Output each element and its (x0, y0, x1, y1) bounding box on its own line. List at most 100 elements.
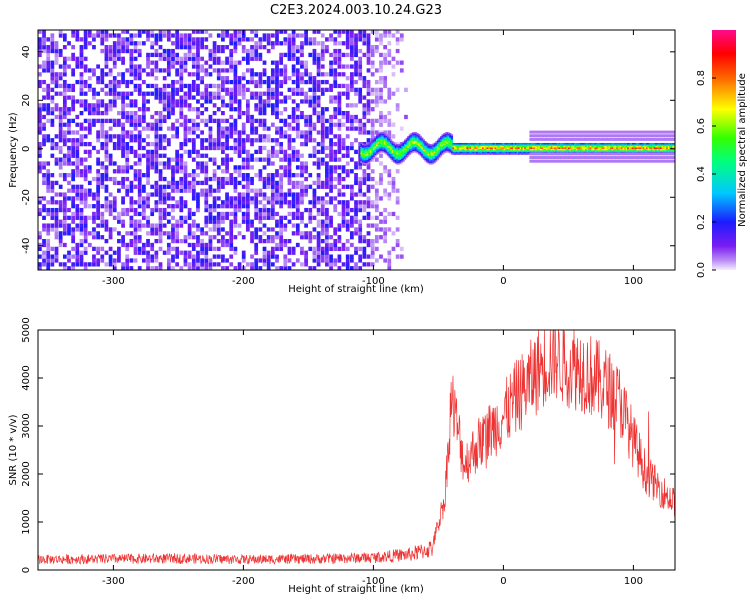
spectrogram-signal-cell (411, 151, 415, 153)
spectrogram-signal-cell (380, 139, 383, 141)
spectrogram-noise-cell (395, 200, 400, 205)
spectrogram-signal-cell (427, 158, 430, 160)
spectrogram-noise-cell (246, 114, 250, 120)
spectrogram-noise-cell (333, 110, 338, 116)
spectrogram-noise-cell (325, 161, 329, 166)
spectrogram-noise-cell (204, 161, 209, 166)
spectrogram-noise-cell (200, 246, 204, 251)
spectrogram-signal-cell (458, 153, 461, 155)
spectrogram-signal-cell (415, 136, 418, 139)
spectrogram-signal-cell (519, 151, 522, 154)
spectrogram-noise-cell (179, 95, 184, 100)
spectrogram-noise-cell (42, 238, 46, 244)
spectrogram-noise-cell (333, 242, 338, 248)
spectrogram-noise-cell (200, 68, 204, 73)
spectrogram-noise-cell (58, 110, 63, 116)
spectrogram-noise-cell (312, 41, 317, 46)
spectrogram-noise-cell (270, 211, 275, 217)
spectrogram-signal-cell (539, 142, 542, 145)
spectrogram-signal-cell (432, 143, 435, 146)
spectrogram-noise-cell (283, 254, 288, 259)
spectrogram-signal-cell (528, 150, 532, 152)
spectrogram-signal-cell (376, 135, 379, 138)
spectrogram-noise-cell (54, 211, 59, 217)
spectrogram-noise-cell (121, 130, 125, 135)
spectrogram-noise-cell (366, 200, 371, 205)
spectrogram-noise-cell (92, 118, 96, 123)
spectrogram-noise-cell (183, 138, 188, 143)
spectrogram-signal-cell (597, 150, 600, 152)
spectrogram-noise-cell (329, 64, 333, 69)
spectrogram-signal-cell (592, 145, 596, 148)
spectrogram-noise-cell (229, 107, 234, 112)
spectrogram-noise-cell (112, 207, 117, 213)
spectrogram-noise-cell (108, 204, 113, 209)
spectrogram-noise-cell (183, 45, 188, 50)
spectrogram-noise-cell (146, 99, 150, 104)
spectrogram-noise-cell (225, 126, 229, 131)
spectrogram-noise-cell (42, 41, 46, 46)
spectrogram-noise-cell (67, 161, 71, 166)
spectrogram-noise-cell (237, 173, 242, 178)
spectrogram-noise-cell (158, 142, 163, 147)
spectrogram-signal-cell (472, 148, 475, 151)
spectrogram-signal-cell (397, 151, 401, 154)
spectrogram-signal-cell (575, 150, 578, 152)
spectrogram-noise-cell (162, 165, 167, 170)
spectrogram-signal-cell (611, 147, 614, 149)
spectrogram-signal-cell (622, 150, 625, 152)
spectrogram-signal-cell (379, 146, 382, 149)
spectrogram-noise-cell (270, 87, 275, 92)
spectrogram-signal-cell (527, 148, 530, 151)
spectrogram-noise-cell (266, 149, 271, 155)
spectrogram-noise-cell (108, 231, 113, 236)
spectrogram-signal-cell (422, 149, 425, 152)
spectrogram-signal-cell (419, 151, 422, 154)
spectrogram-noise-cell (42, 242, 46, 248)
spectrogram-signal-cell (553, 148, 557, 151)
spectrogram-signal-cell (624, 148, 627, 151)
spectrogram-noise-cell (341, 262, 346, 267)
spectrogram-noise-cell (241, 130, 246, 135)
spectrogram-noise-cell (279, 142, 284, 147)
spectrogram-signal-cell (446, 143, 449, 146)
spectrogram-noise-cell (237, 76, 242, 81)
spectrogram-noise-cell (191, 87, 196, 92)
spectrogram-signal-cell (432, 150, 435, 153)
spectrogram-noise-cell (312, 149, 317, 155)
spectrogram-signal-cell (544, 144, 547, 147)
spectrogram-noise-cell (129, 200, 134, 205)
spectrogram-noise-cell (133, 122, 138, 127)
spectrogram-noise-cell (196, 64, 200, 69)
spectrogram-signal-cell (416, 147, 419, 150)
spectrogram-noise-cell (275, 79, 279, 85)
spectrogram-noise-cell (350, 196, 354, 201)
spectrogram-noise-cell (362, 262, 367, 267)
spectrogram-noise-cell (162, 250, 167, 255)
spectrogram-signal-cell (463, 142, 466, 145)
spectrogram-noise-cell (96, 134, 100, 139)
spectrogram-noise-cell (46, 262, 51, 267)
spectrogram-signal-cell (575, 148, 578, 151)
spectrogram-signal-cell (544, 150, 547, 152)
spectrogram-noise-cell (320, 145, 325, 151)
spectrogram-noise-cell (46, 60, 51, 65)
spectrogram-noise-cell (175, 91, 180, 96)
spectrogram-signal-cell (446, 140, 449, 143)
spectrogram-noise-cell (275, 83, 279, 89)
spectrogram-signal-cell (371, 144, 374, 146)
spectrogram-signal-cell (444, 133, 447, 136)
spectrogram-noise-cell (104, 207, 109, 213)
spectrogram-noise-cell (258, 235, 263, 240)
spectrogram-noise-cell (304, 176, 308, 182)
spectrogram-noise-cell (133, 138, 138, 143)
spectrogram-noise-cell (117, 211, 121, 217)
spectrogram-noise-cell (71, 196, 76, 201)
spectrogram-noise-cell (246, 103, 250, 108)
spectrogram-signal-cell (613, 144, 616, 147)
spectrogram-noise-cell (129, 130, 134, 135)
spectrogram-noise-cell (146, 204, 150, 209)
spectrogram-signal-cell (469, 147, 472, 149)
spectrogram-signal-cell (638, 145, 641, 148)
spectrogram-noise-cell (79, 184, 84, 189)
